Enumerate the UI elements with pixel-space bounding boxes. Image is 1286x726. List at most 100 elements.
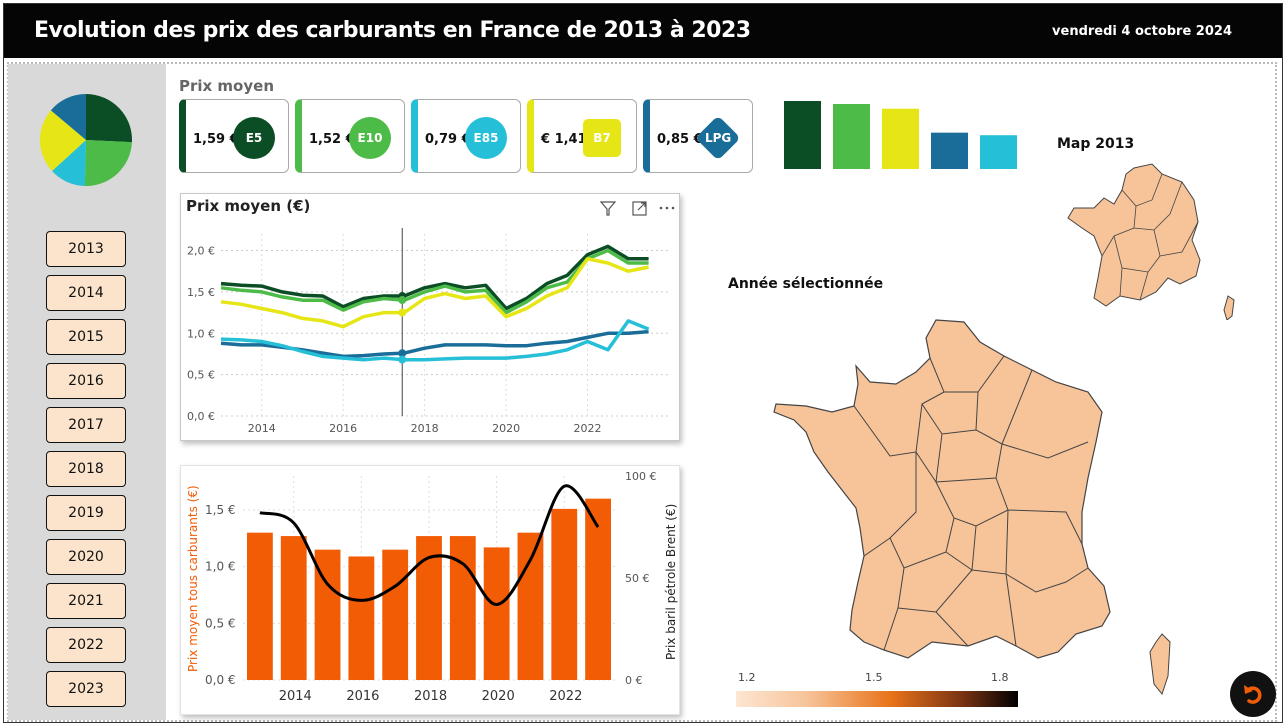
series-line-b7: [220, 257, 649, 329]
undo-arrow-icon: [1244, 685, 1262, 704]
kpi-value: 0,79 €: [425, 132, 471, 147]
color-scale-legend: [736, 691, 1018, 707]
y-tick-label: 1,5 €: [187, 286, 215, 299]
kpi-section-title: Prix moyen: [179, 77, 274, 95]
legend-min: 1.2: [738, 671, 756, 684]
small-map[interactable]: [1064, 160, 1244, 320]
fuel-badge-label: E5: [245, 131, 263, 145]
mini-bar-e5: [784, 101, 821, 169]
kpi-card-e85[interactable]: 0,79 € E85: [411, 99, 521, 173]
year-button-2019[interactable]: 2019: [46, 495, 126, 531]
fuel-badge-b7-icon: B7: [583, 119, 621, 157]
bar-2022: [551, 508, 578, 680]
x-tick-label: 2020: [482, 689, 515, 704]
fuel-badge-e5-icon: E5: [233, 117, 275, 159]
mini-bar-e10: [833, 103, 870, 169]
pie-slice-lpg: [50, 94, 86, 140]
reset-button[interactable]: [1230, 671, 1276, 717]
bar-2017: [382, 549, 409, 680]
filter-icon[interactable]: [599, 201, 617, 216]
kpi-value: 1,59 €: [193, 132, 239, 147]
x-tick-label: 2016: [329, 422, 357, 435]
small-corsica-map[interactable]: [1223, 295, 1235, 320]
current-date: vendredi 4 octobre 2024: [1052, 24, 1232, 39]
y-tick-label: 1,5 €: [205, 503, 236, 517]
sidebar: [8, 64, 166, 720]
kpi-value: € 1,41: [541, 132, 587, 147]
year-button-2013[interactable]: 2013: [46, 231, 126, 267]
hover-point-e85: [398, 355, 407, 364]
fuel-badge-label: E85: [473, 131, 499, 145]
fuel-price-mini-bar-chart[interactable]: [778, 96, 1028, 176]
fuel-badge-e10-icon: E10: [349, 117, 391, 159]
region-borders: [853, 355, 1089, 651]
y-tick-label: 0,5 €: [205, 616, 236, 630]
year-button-2017[interactable]: 2017: [46, 407, 126, 443]
x-tick-label: 2022: [549, 689, 582, 704]
kpi-card-lpg[interactable]: 0,85 € LPG: [643, 99, 753, 173]
kpi-card-e10[interactable]: 1,52 € E10: [295, 99, 405, 173]
pie-slice-e85: [52, 140, 86, 186]
fuel-badge-label: B7: [593, 131, 611, 145]
more-options-icon[interactable]: [659, 206, 675, 210]
kpi-card-b7[interactable]: € 1,41 B7: [527, 99, 637, 173]
year-button-2022[interactable]: 2022: [46, 627, 126, 663]
small-map-title: Map 2013: [1057, 136, 1135, 152]
combo-chart-panel[interactable]: 0,0 € 0,5 € 1,0 € 1,5 € 2014 2016 2018 2020 2022…: [180, 465, 680, 715]
kpi-card-e5[interactable]: 1,59 € E5: [179, 99, 289, 173]
header-bar: Evolution des prix des carburants en Fra…: [4, 4, 1282, 58]
kpi-value: 0,85 €: [657, 132, 703, 147]
left-axis-title: Prix moyen tous carburants (€): [186, 485, 200, 672]
combo-bar-line-chart[interactable]: 0,0 € 0,5 € 1,0 € 1,5 € 2014 2016 2018 2020 2022…: [181, 466, 679, 714]
right-y-tick-label: 0 €: [625, 674, 643, 687]
y-tick-label: 0,5 €: [187, 369, 215, 382]
mini-bar-lpg: [931, 132, 968, 169]
x-tick-label: 2022: [574, 422, 602, 435]
x-tick-label: 2016: [346, 689, 379, 704]
y-tick-label: 0,0 €: [187, 410, 215, 423]
hover-point-lpg: [398, 349, 407, 358]
year-button-2023[interactable]: 2023: [46, 671, 126, 707]
fuel-badge-e85-icon: E85: [465, 117, 507, 159]
year-button-2016[interactable]: 2016: [46, 363, 126, 399]
y-tick-label: 2,0 €: [187, 245, 215, 258]
x-tick-label: 2014: [248, 422, 276, 435]
fuel-badge-lpg-icon: LPG: [695, 115, 741, 161]
corsica-map[interactable]: [1149, 633, 1171, 696]
hover-point-b7: [398, 308, 407, 317]
year-button-2020[interactable]: 2020: [46, 539, 126, 575]
bar-2020: [483, 547, 510, 680]
mini-bar-e85: [980, 135, 1017, 169]
small-france-map[interactable]: [1067, 163, 1201, 307]
page-title: Evolution des prix des carburants en Fra…: [34, 18, 751, 43]
focus-mode-icon[interactable]: [632, 201, 647, 216]
year-button-2015[interactable]: 2015: [46, 319, 126, 355]
year-button-2018[interactable]: 2018: [46, 451, 126, 487]
bar-2016: [348, 556, 375, 680]
hover-point-e10: [398, 296, 407, 305]
year-button-2021[interactable]: 2021: [46, 583, 126, 619]
pie-slice-e5: [86, 94, 133, 143]
bar-2013: [247, 532, 273, 680]
year-button-2014[interactable]: 2014: [46, 275, 126, 311]
big-map[interactable]: [766, 312, 1186, 702]
small-map-borders: [1101, 173, 1199, 301]
big-map-title: Année sélectionnée: [728, 276, 884, 292]
line-chart-title: Prix moyen (€): [186, 197, 311, 215]
fuel-badge-label: E10: [357, 131, 383, 145]
series-line-e10: [220, 248, 649, 315]
fuel-share-pie-chart[interactable]: [8, 84, 166, 194]
line-chart-panel[interactable]: Prix moyen (€) 0,0 € 0,5 € 1,0 € 1,5 € 2,0 €…: [180, 193, 680, 441]
x-tick-label: 2020: [492, 422, 520, 435]
series-line-e5: [220, 244, 649, 311]
pie-slice-b7: [40, 110, 86, 171]
legend-mid: 1.5: [865, 671, 883, 684]
legend-max: 1.8: [991, 671, 1009, 684]
right-axis-title: Prix baril pétrole Brent (€): [664, 504, 678, 660]
bar-2023: [585, 498, 611, 680]
x-tick-label: 2018: [414, 689, 447, 704]
france-map[interactable]: [773, 319, 1111, 659]
price-line-chart[interactable]: 0,0 € 0,5 € 1,0 € 1,5 € 2,0 € 2014 2016 2018 202…: [181, 220, 679, 440]
fuel-badge-label: LPG: [704, 130, 732, 145]
right-y-tick-label: 50 €: [625, 572, 650, 585]
